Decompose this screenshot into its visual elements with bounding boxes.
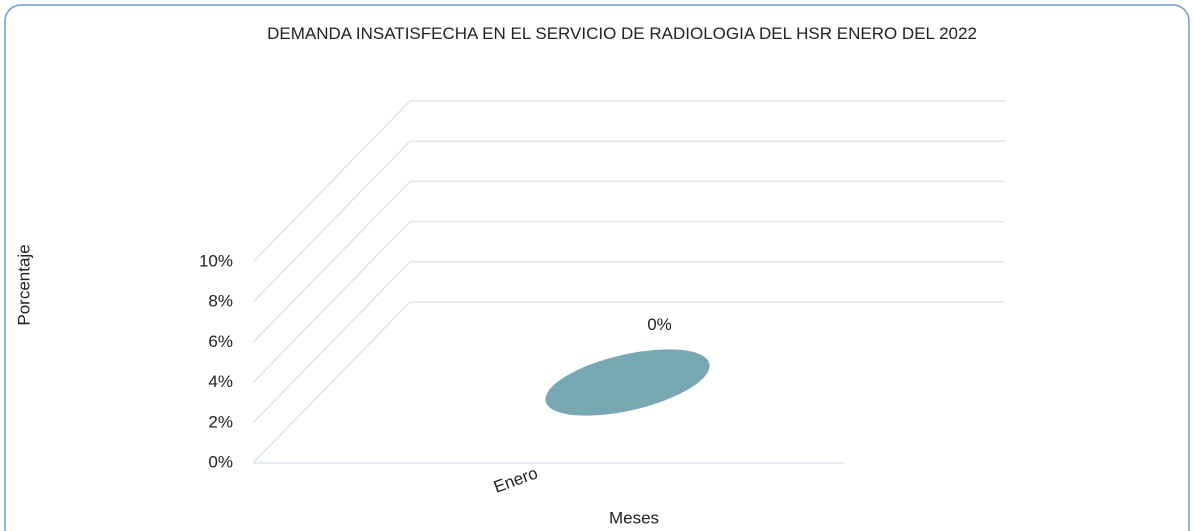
grid-line	[252, 140, 411, 303]
chart-title: DEMANDA INSATISFECHA EN EL SERVICIO DE R…	[267, 24, 977, 43]
bar	[545, 349, 710, 416]
grid-line	[252, 301, 411, 464]
grid-line	[252, 221, 411, 384]
grid-line	[252, 261, 411, 424]
y-axis-label: Porcentaje	[14, 244, 33, 325]
y-tick-label: 8%	[208, 292, 233, 311]
y-tick-label: 10%	[199, 251, 233, 270]
y-tick-label: 4%	[208, 372, 233, 391]
x-axis-label: Meses	[609, 508, 659, 527]
y-tick-label: 0%	[208, 452, 233, 471]
y-tick-label: 2%	[208, 412, 233, 431]
y-tick-label: 6%	[208, 332, 233, 351]
grid-line	[252, 180, 411, 343]
grid-line	[252, 100, 411, 263]
chart-frame	[4, 4, 1190, 531]
data-label: 0%	[647, 315, 672, 334]
